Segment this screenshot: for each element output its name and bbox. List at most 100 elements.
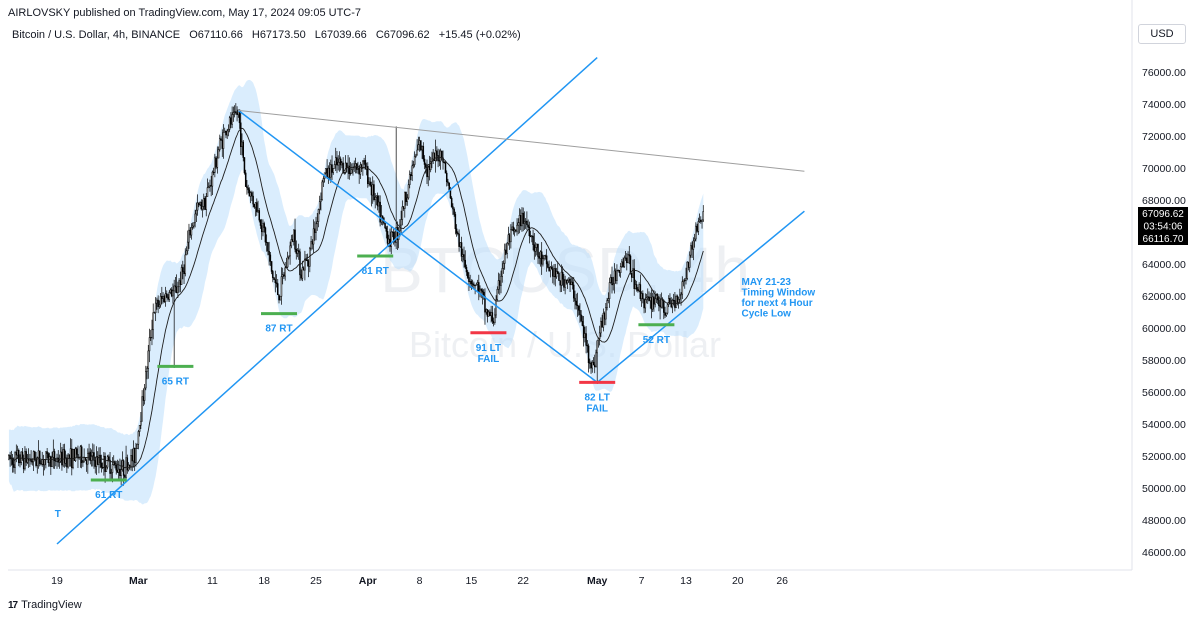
candle-body <box>164 293 167 303</box>
candle-body <box>317 209 320 222</box>
candle-body <box>327 167 330 178</box>
candle-body <box>227 129 230 132</box>
candle-body <box>193 222 195 227</box>
candle-body <box>242 141 244 158</box>
candle-body <box>701 219 703 222</box>
candle-body <box>186 241 189 252</box>
candle-body <box>185 250 188 256</box>
candle-body <box>124 475 126 478</box>
candle-body <box>540 251 543 265</box>
candle-body <box>293 229 295 242</box>
candle-body <box>105 466 108 472</box>
candle-body <box>692 240 695 250</box>
candle-body <box>41 459 43 465</box>
time-tick-label: May <box>587 575 608 587</box>
candle-body <box>458 233 460 247</box>
time-tick-label: Apr <box>359 575 377 587</box>
candle-body <box>437 155 439 161</box>
candle-body <box>650 297 653 310</box>
time-tick-label: 20 <box>732 575 744 587</box>
candle-body <box>408 174 411 185</box>
candle-body <box>61 451 63 466</box>
candle-body <box>522 212 524 224</box>
trendline-rising-support-short[interactable] <box>596 210 805 383</box>
time-axis[interactable]: 19 Mar 11 18 25 Apr 8 15 22 May 7 13 20 26 <box>51 575 788 587</box>
candle-body <box>195 209 198 215</box>
candle-body <box>92 452 94 457</box>
candle-body <box>471 283 474 285</box>
candle-body <box>473 283 475 286</box>
candle-body <box>173 285 175 292</box>
trendline-falling-line[interactable] <box>237 109 598 383</box>
candle-body <box>191 225 194 228</box>
candle-body <box>74 448 77 461</box>
candle-body <box>404 191 406 209</box>
candle-body <box>512 226 515 232</box>
candle-body <box>238 109 241 124</box>
candle-body <box>71 448 73 468</box>
candle-body <box>133 448 136 463</box>
candle-body <box>586 345 589 347</box>
price-badges: 67096.62 03:54:06 66116.70 <box>1138 207 1188 245</box>
candle-body <box>695 225 697 240</box>
level-marker-label: 52 RT <box>643 335 670 346</box>
tradingview-logo[interactable]: 17 TradingView <box>8 599 82 611</box>
candle-body <box>256 202 258 213</box>
candle-body <box>198 202 200 206</box>
candle-body <box>500 276 502 286</box>
candle-body <box>484 296 486 313</box>
candle-body <box>311 241 314 245</box>
candle-body <box>566 280 569 284</box>
candle-body <box>519 215 522 227</box>
candle-body <box>87 452 89 465</box>
symbol-name[interactable]: Bitcoin / U.S. Dollar, 4h, BINANCE <box>12 29 181 41</box>
price-axis[interactable]: 76000.00 74000.00 72000.00 70000.00 68000.00… <box>1142 67 1186 559</box>
candle-body <box>141 396 143 422</box>
candle-body <box>153 312 156 314</box>
candle-body <box>455 228 458 234</box>
candle-body <box>677 299 680 303</box>
trendline-rising-support-long[interactable] <box>56 57 598 545</box>
currency-selector[interactable]: USD <box>1138 24 1186 44</box>
candle-body <box>247 187 249 191</box>
candle-body <box>265 241 268 243</box>
candle-body <box>476 282 479 285</box>
candle-body <box>37 450 40 459</box>
candle-body <box>337 162 339 166</box>
level-marker-label: 61 RT <box>95 490 122 501</box>
candle-body <box>307 260 310 267</box>
candle-body <box>359 164 362 175</box>
candle-body <box>83 457 85 463</box>
candle-body <box>11 458 14 465</box>
candle-body <box>388 238 390 244</box>
candle-body <box>642 293 644 300</box>
candle-body <box>331 164 333 173</box>
candle-body <box>310 241 312 249</box>
trendline-descending-gray[interactable] <box>238 109 805 172</box>
candle-body <box>180 267 183 285</box>
candle-body <box>569 278 571 285</box>
time-tick-label: 7 <box>639 575 645 587</box>
candle-body <box>465 266 468 273</box>
time-tick-label: 13 <box>680 575 692 587</box>
candle-body <box>496 289 499 300</box>
candle-body <box>682 279 685 282</box>
candle-body <box>454 214 457 230</box>
candle-body <box>616 270 618 281</box>
candle-body <box>667 298 670 305</box>
candle-body <box>159 295 162 306</box>
candle-body <box>51 456 53 467</box>
candle-body <box>302 267 305 271</box>
candle-body <box>342 162 344 174</box>
candle-body <box>321 181 323 201</box>
candle-body <box>115 464 117 471</box>
candle-body <box>649 297 651 301</box>
candle-body <box>633 268 635 290</box>
candle-body <box>565 279 568 284</box>
candle-body <box>178 280 180 288</box>
candle-body <box>111 464 114 473</box>
candle-body <box>90 455 93 461</box>
candle-body <box>487 311 490 317</box>
candle-body <box>254 202 257 208</box>
